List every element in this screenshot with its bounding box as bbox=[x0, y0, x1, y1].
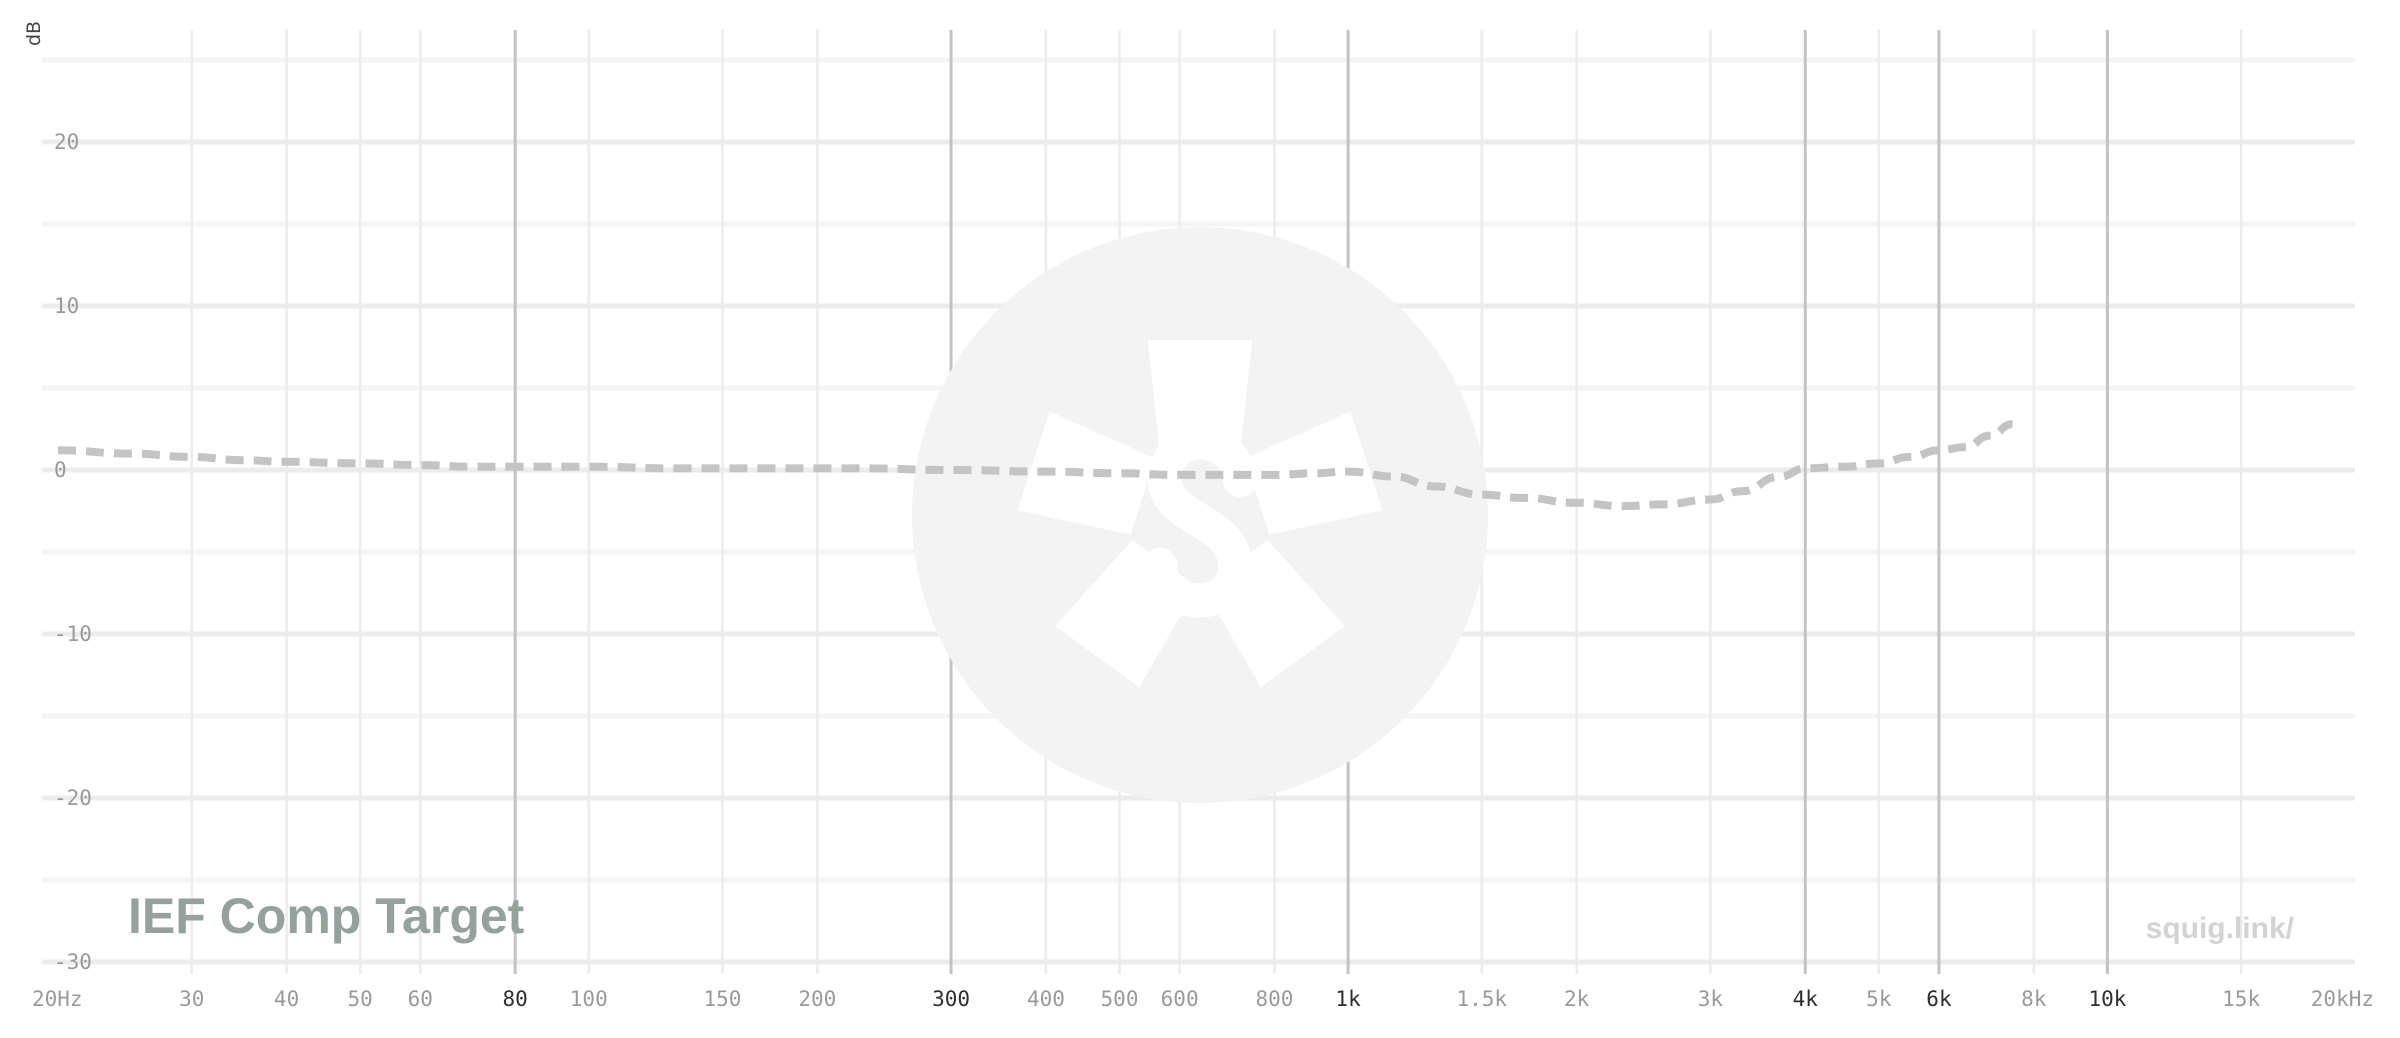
x-tick-label: 40 bbox=[274, 987, 299, 1011]
x-tick-label: 600 bbox=[1161, 987, 1199, 1011]
series-layer bbox=[57, 420, 2013, 511]
x-tick-label: 50 bbox=[348, 987, 373, 1011]
x-tick-label: 4k bbox=[1793, 987, 1819, 1011]
x-tick-label: 2k bbox=[1564, 987, 1590, 1011]
x-tick-label: 10k bbox=[2088, 987, 2126, 1011]
x-tick-label: 500 bbox=[1101, 987, 1139, 1011]
x-tick-label: 6k bbox=[1926, 987, 1952, 1011]
series-line bbox=[57, 420, 2013, 511]
x-tick-label: 5k bbox=[1866, 987, 1892, 1011]
y-tick-label: -30 bbox=[54, 950, 92, 974]
x-tick-label: 30 bbox=[179, 987, 204, 1011]
x-tick-label: 15k bbox=[2222, 987, 2260, 1011]
x-tick-label: 300 bbox=[932, 987, 970, 1011]
squiglink-logo-watermark bbox=[912, 227, 1488, 803]
x-tick-label: 150 bbox=[703, 987, 741, 1011]
x-axis-labels: 20Hz 30 40 50 60 80 100 150 200 300 400 500 600 800 1k… bbox=[32, 987, 2374, 1011]
y-axis-labels: 20 10 0 -10 -20 -30 bbox=[54, 130, 92, 974]
x-tick-label: 60 bbox=[408, 987, 433, 1011]
x-tick-label: 800 bbox=[1256, 987, 1294, 1011]
x-tick-label: 3k bbox=[1698, 987, 1724, 1011]
x-tick-label: 100 bbox=[570, 987, 608, 1011]
x-tick-label: 1.5k bbox=[1457, 987, 1508, 1011]
x-tick-label: 20kHz bbox=[2311, 987, 2374, 1011]
y-tick-label: 10 bbox=[54, 294, 79, 318]
x-tick-label: 200 bbox=[798, 987, 836, 1011]
x-tick-label: 1k bbox=[1335, 987, 1361, 1011]
chart-target-label: IEF Comp Target bbox=[128, 888, 525, 944]
x-tick-label: 20Hz bbox=[32, 987, 83, 1011]
y-tick-label: -10 bbox=[54, 622, 92, 646]
y-axis-unit-label: dB bbox=[23, 21, 45, 46]
x-tick-label: 400 bbox=[1027, 987, 1065, 1011]
x-tick-label: 8k bbox=[2021, 987, 2047, 1011]
y-tick-label: -20 bbox=[54, 786, 92, 810]
x-tick-label: 80 bbox=[503, 987, 528, 1011]
site-url-watermark: squig.link/ bbox=[2146, 912, 2295, 945]
y-tick-label: 0 bbox=[54, 458, 67, 482]
y-tick-label: 20 bbox=[54, 130, 79, 154]
